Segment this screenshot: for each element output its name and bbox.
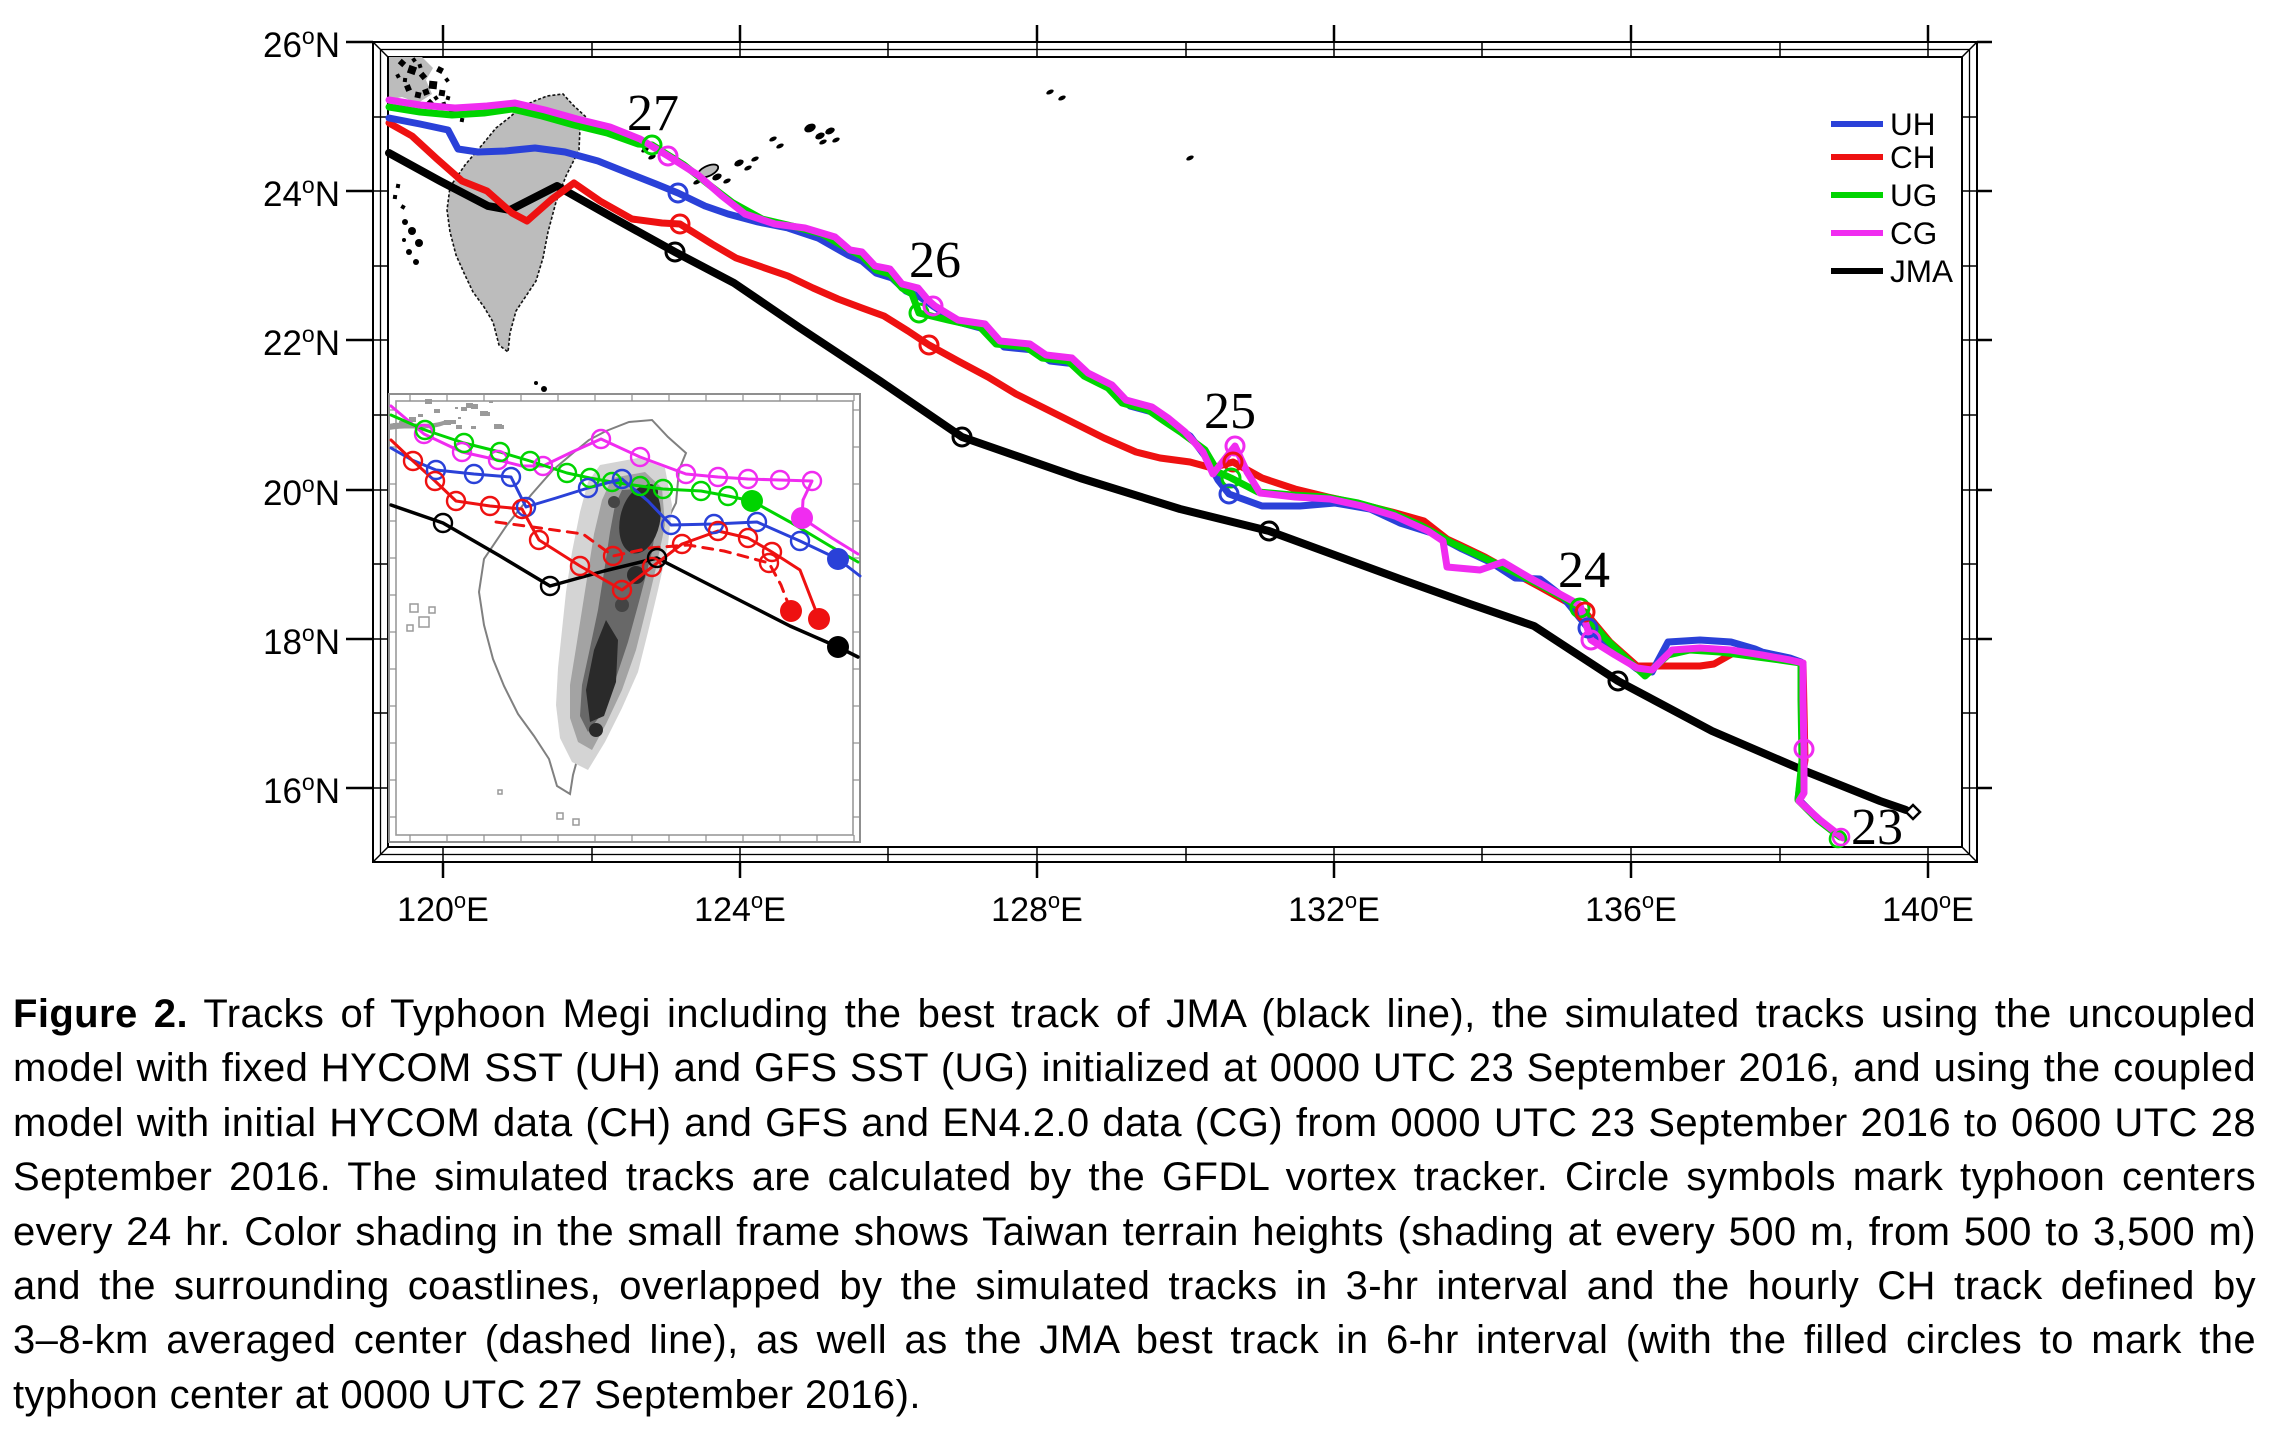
svg-text:CH: CH [1890, 139, 1936, 175]
svg-text:22oN: 22oN [263, 321, 340, 363]
svg-text:24: 24 [1558, 542, 1610, 599]
svg-text:CG: CG [1890, 215, 1937, 251]
svg-text:136oE: 136oE [1585, 888, 1677, 929]
svg-text:24oN: 24oN [263, 172, 340, 214]
svg-text:26oN: 26oN [263, 23, 340, 65]
svg-text:120oE: 120oE [397, 888, 489, 929]
svg-text:26: 26 [909, 232, 961, 289]
svg-text:132oE: 132oE [1288, 888, 1380, 929]
svg-text:18oN: 18oN [263, 620, 340, 662]
svg-text:JMA: JMA [1890, 253, 1953, 289]
svg-text:16oN: 16oN [263, 769, 340, 811]
svg-text:124oE: 124oE [694, 888, 786, 929]
svg-text:140oE: 140oE [1882, 888, 1974, 929]
svg-text:128oE: 128oE [991, 888, 1083, 929]
svg-text:27: 27 [627, 85, 679, 142]
svg-text:UH: UH [1890, 106, 1936, 142]
svg-text:25: 25 [1204, 383, 1256, 440]
svg-text:23: 23 [1851, 799, 1903, 856]
svg-text:20oN: 20oN [263, 471, 340, 513]
svg-text:UG: UG [1890, 177, 1937, 213]
